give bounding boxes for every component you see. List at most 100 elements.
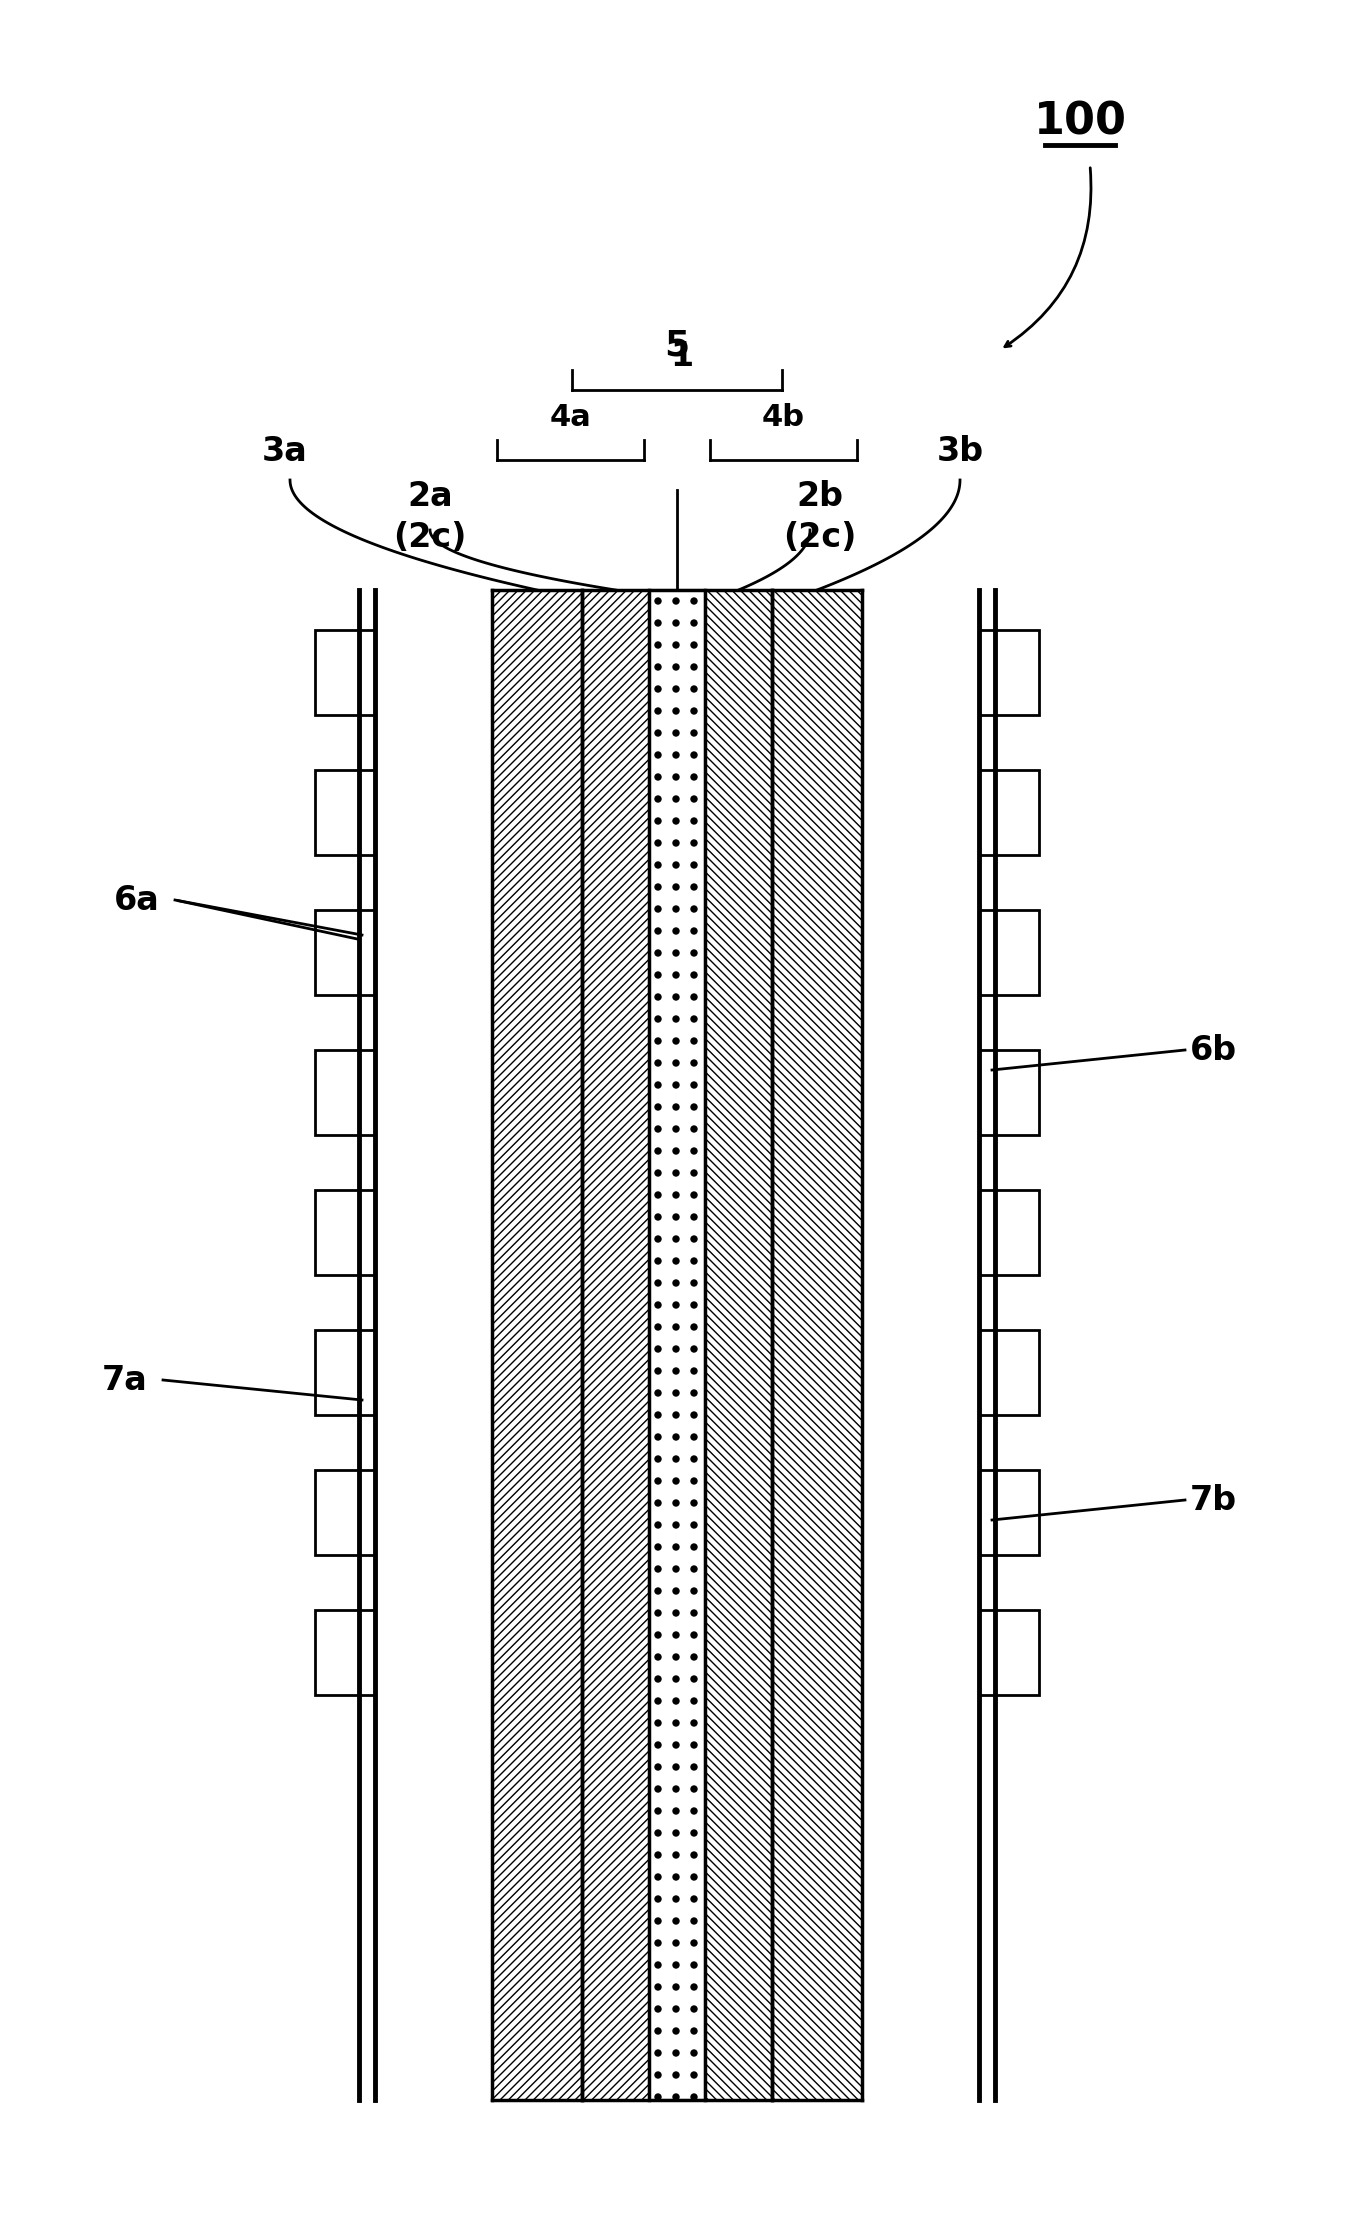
Circle shape: [691, 1323, 696, 1330]
Circle shape: [654, 1038, 661, 1045]
Circle shape: [691, 1698, 696, 1704]
Circle shape: [691, 1963, 696, 1967]
Circle shape: [654, 1675, 661, 1682]
Bar: [314, 1330, 375, 1415]
Circle shape: [673, 1061, 679, 1065]
Circle shape: [691, 1346, 696, 1352]
Circle shape: [654, 1301, 661, 1308]
Circle shape: [673, 1413, 679, 1417]
Circle shape: [673, 1522, 679, 1528]
Circle shape: [673, 949, 679, 956]
Circle shape: [654, 1829, 661, 1836]
Bar: [314, 631, 375, 715]
Bar: [314, 1049, 375, 1134]
Circle shape: [691, 1192, 696, 1199]
Circle shape: [691, 1631, 696, 1638]
Bar: [314, 1190, 375, 1274]
Text: 1: 1: [671, 341, 694, 372]
Bar: [980, 1190, 1039, 1274]
Circle shape: [691, 619, 696, 626]
Circle shape: [654, 1499, 661, 1506]
Circle shape: [654, 2072, 661, 2079]
Circle shape: [691, 994, 696, 1000]
Circle shape: [673, 1323, 679, 1330]
Circle shape: [691, 1147, 696, 1154]
Text: 6b: 6b: [1190, 1034, 1237, 1067]
Circle shape: [654, 1170, 661, 1176]
Circle shape: [691, 1675, 696, 1682]
Circle shape: [673, 1918, 679, 1925]
Circle shape: [654, 1413, 661, 1417]
Circle shape: [673, 1851, 679, 1858]
Bar: [492, 590, 583, 2101]
Circle shape: [654, 1941, 661, 1945]
Circle shape: [691, 1787, 696, 1791]
Circle shape: [654, 949, 661, 956]
Text: 5: 5: [664, 328, 690, 361]
Circle shape: [654, 597, 661, 604]
Circle shape: [654, 1851, 661, 1858]
Bar: [980, 1611, 1039, 1696]
Circle shape: [691, 929, 696, 934]
Circle shape: [691, 1544, 696, 1551]
Circle shape: [654, 1435, 661, 1439]
Circle shape: [691, 2027, 696, 2034]
Circle shape: [673, 1941, 679, 1945]
Circle shape: [691, 1874, 696, 1880]
Circle shape: [691, 1941, 696, 1945]
Circle shape: [654, 642, 661, 648]
Circle shape: [691, 1259, 696, 1263]
Bar: [772, 590, 862, 2101]
Circle shape: [654, 1544, 661, 1551]
Circle shape: [673, 1589, 679, 1593]
Circle shape: [673, 1105, 679, 1110]
Circle shape: [691, 1170, 696, 1176]
Circle shape: [673, 1963, 679, 1967]
Circle shape: [673, 1192, 679, 1199]
Circle shape: [673, 840, 679, 847]
Circle shape: [654, 1281, 661, 1286]
Circle shape: [654, 1807, 661, 1814]
Circle shape: [654, 1016, 661, 1023]
Circle shape: [691, 1457, 696, 1462]
Circle shape: [673, 2027, 679, 2034]
Circle shape: [673, 1807, 679, 1814]
Circle shape: [673, 1038, 679, 1045]
Circle shape: [691, 731, 696, 735]
Circle shape: [673, 773, 679, 780]
Circle shape: [691, 1742, 696, 1749]
Circle shape: [691, 1061, 696, 1065]
Bar: [980, 631, 1039, 715]
Circle shape: [691, 1807, 696, 1814]
Text: 4b: 4b: [762, 403, 805, 432]
Circle shape: [654, 1589, 661, 1593]
Circle shape: [654, 1963, 661, 1967]
Circle shape: [691, 2072, 696, 2079]
Circle shape: [673, 862, 679, 869]
Circle shape: [673, 686, 679, 693]
Circle shape: [673, 1170, 679, 1176]
Circle shape: [673, 1829, 679, 1836]
Circle shape: [691, 1281, 696, 1286]
Circle shape: [654, 1147, 661, 1154]
Circle shape: [691, 2005, 696, 2012]
Circle shape: [654, 1390, 661, 1397]
Circle shape: [654, 1105, 661, 1110]
Circle shape: [691, 1499, 696, 1506]
Circle shape: [673, 885, 679, 889]
Circle shape: [654, 1214, 661, 1221]
Circle shape: [691, 1413, 696, 1417]
Circle shape: [654, 840, 661, 847]
Circle shape: [654, 1346, 661, 1352]
Circle shape: [691, 1611, 696, 1615]
Circle shape: [673, 1214, 679, 1221]
Circle shape: [691, 1765, 696, 1769]
Text: 7b: 7b: [1190, 1484, 1237, 1517]
Bar: [314, 909, 375, 996]
Circle shape: [654, 971, 661, 978]
Circle shape: [654, 1477, 661, 1484]
Circle shape: [654, 1653, 661, 1660]
Text: 3b: 3b: [936, 434, 984, 468]
Circle shape: [673, 1237, 679, 1241]
Circle shape: [691, 642, 696, 648]
